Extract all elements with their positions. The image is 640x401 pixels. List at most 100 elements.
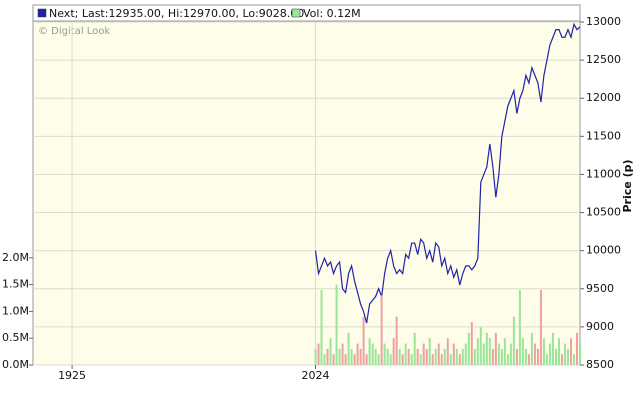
volume-bar <box>380 295 383 365</box>
y2-tick-label: 1.5M <box>2 278 29 291</box>
legend-label: Next; Last:12935.00, Hi:12970.00, Lo:902… <box>49 7 304 20</box>
volume-bar <box>455 348 458 365</box>
volume-bar <box>371 343 374 365</box>
volume-bar <box>320 289 323 365</box>
volume-bar <box>449 354 452 365</box>
volume-bar <box>548 343 551 365</box>
volume-bar <box>542 338 545 365</box>
volume-bar <box>395 316 398 365</box>
y-tick-label: 9000 <box>586 320 614 333</box>
volume-bar <box>512 316 515 365</box>
volume-bar <box>362 316 365 365</box>
volume-bar <box>539 289 542 365</box>
volume-bar <box>437 343 440 365</box>
volume-bar <box>434 348 437 365</box>
volume-bar <box>551 332 554 365</box>
y2-tick-label: 1.0M <box>2 304 29 317</box>
volume-bar <box>389 354 392 365</box>
volume-bar <box>431 354 434 365</box>
volume-bar <box>485 332 488 365</box>
volume-bar <box>443 348 446 365</box>
price-line <box>314 22 581 324</box>
volume-bar <box>377 354 380 365</box>
volume-bar <box>470 322 473 365</box>
volume-bar <box>386 348 389 365</box>
volume-bar <box>476 338 479 365</box>
y-tick-label: 10000 <box>586 244 621 257</box>
y-tick-label: 9500 <box>586 282 614 295</box>
y-tick-label: 12000 <box>586 91 621 104</box>
y-axis-label: Price (p) <box>621 160 634 213</box>
volume-bar <box>356 343 359 365</box>
volume-bar <box>575 332 578 365</box>
volume-bar <box>368 338 371 365</box>
volume-bar <box>416 348 419 365</box>
volume-bar <box>446 338 449 365</box>
volume-bar <box>503 338 506 365</box>
volume-bar <box>404 343 407 365</box>
volume-bar <box>365 354 368 365</box>
y2-tick-label: 0.5M <box>2 331 29 344</box>
volume-bar <box>347 332 350 365</box>
volume-bar <box>458 354 461 365</box>
legend-label: Vol: 0.12M <box>303 7 361 20</box>
volume-bar <box>494 332 497 365</box>
legend-swatch <box>37 8 47 18</box>
volume-bar <box>332 354 335 365</box>
volume-bar <box>509 343 512 365</box>
volume-bar <box>467 332 470 365</box>
volume-bar <box>579 343 581 365</box>
volume-bar <box>479 327 482 365</box>
volume-bar <box>524 348 527 365</box>
volume-bar <box>533 343 536 365</box>
volume-bar <box>515 348 518 365</box>
y-tick-label: 8500 <box>586 358 614 371</box>
volume-bar <box>500 348 503 365</box>
legend-swatch <box>291 8 301 18</box>
volume-bar <box>401 354 404 365</box>
volume-bar <box>413 332 416 365</box>
volume-bar <box>560 354 563 365</box>
volume-bar <box>506 354 509 365</box>
volume-bar <box>482 343 485 365</box>
volume-bar <box>314 348 317 365</box>
volume-bar <box>341 343 344 365</box>
volume-bar <box>407 348 410 365</box>
volume-bar <box>554 348 557 365</box>
volume-bar <box>323 354 326 365</box>
volume-bar <box>488 338 491 365</box>
volume-bar <box>530 332 533 365</box>
y-tick-label: 13000 <box>586 15 621 28</box>
y-tick-label: 12500 <box>586 53 621 66</box>
y-tick-label: 11500 <box>586 129 621 142</box>
volume-bar <box>422 343 425 365</box>
y-tick-label: 10500 <box>586 206 621 219</box>
volume-bar <box>569 338 572 365</box>
watermark: © Digital Look <box>38 26 110 37</box>
volume-bar <box>338 348 341 365</box>
volume-bar <box>572 354 575 365</box>
volume-bar <box>518 289 521 365</box>
volume-bar <box>374 348 377 365</box>
volume-bar <box>383 343 386 365</box>
volume-bar <box>566 348 569 365</box>
volume-bar <box>461 348 464 365</box>
volume-bar <box>326 348 329 365</box>
volume-bar <box>392 338 395 365</box>
plot-area <box>32 21 581 366</box>
y2-tick-label: 0.0M <box>2 358 29 371</box>
volume-bar <box>440 354 443 365</box>
volume-bar <box>410 354 413 365</box>
volume-bar <box>452 343 455 365</box>
volume-bar <box>350 348 353 365</box>
volume-bar <box>353 354 356 365</box>
volume-bar <box>536 348 539 365</box>
grid <box>33 21 580 366</box>
volume-bar <box>473 348 476 365</box>
volume-bar <box>563 343 566 365</box>
volume-bar <box>359 348 362 365</box>
volume-bar <box>521 338 524 365</box>
volume-bar <box>497 343 500 365</box>
legend-bar <box>32 4 581 22</box>
